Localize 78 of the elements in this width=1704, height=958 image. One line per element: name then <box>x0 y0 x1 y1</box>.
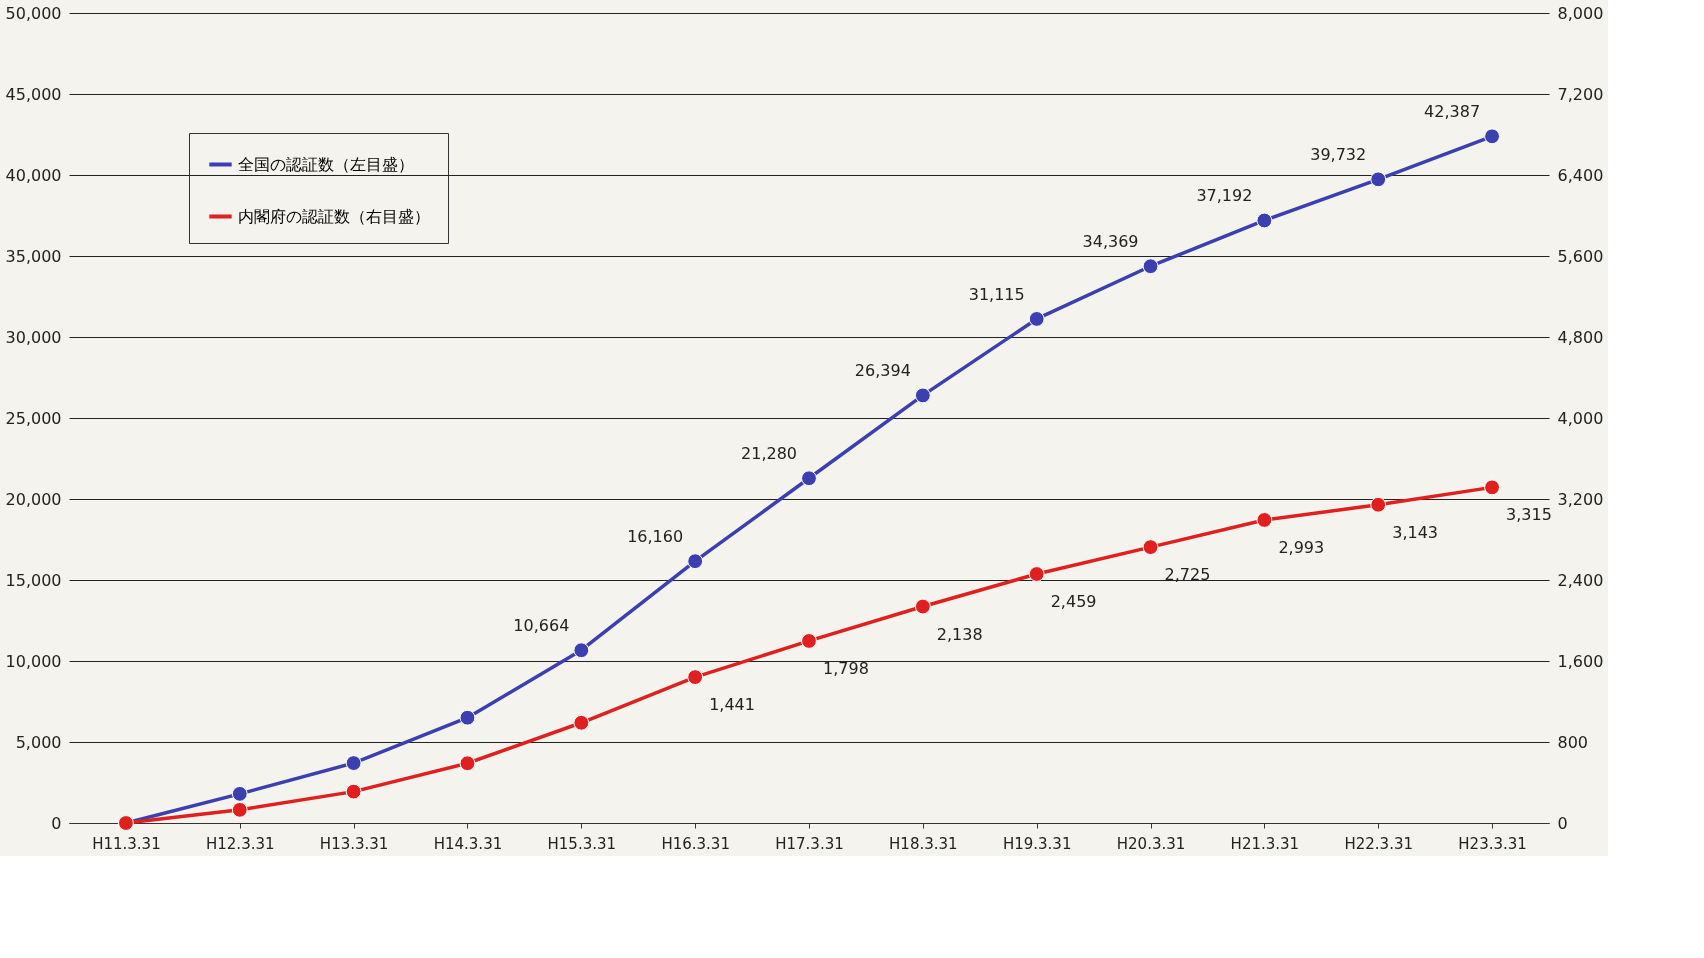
point <box>1142 539 1159 555</box>
point <box>1256 512 1273 528</box>
y2-tick-label: 5,600 <box>1557 246 1604 266</box>
y2-tick-label: 8,000 <box>1557 3 1604 23</box>
point <box>345 755 362 771</box>
data-label: 26,394 <box>854 361 911 381</box>
y2-tick-label: 1,600 <box>1557 651 1604 671</box>
data-label: 3,143 <box>1392 522 1439 542</box>
x-tick-label: H22.3.31 <box>1344 834 1413 853</box>
point <box>573 714 590 731</box>
point <box>914 387 931 404</box>
y2-tick-label: 2,400 <box>1557 570 1604 590</box>
x-tick-label: H15.3.31 <box>547 834 617 853</box>
point <box>687 553 704 570</box>
point <box>1484 128 1500 145</box>
data-label: 2,138 <box>936 624 983 644</box>
x-tick-label: H14.3.31 <box>433 834 503 853</box>
data-label: 3,315 <box>1506 505 1552 525</box>
x-tick-label: H11.3.31 <box>92 834 161 853</box>
y-tick-label: 0 <box>51 813 62 833</box>
data-label: 42,387 <box>1424 102 1481 122</box>
data-label: 37,192 <box>1196 186 1253 206</box>
y-tick-label: 35,000 <box>5 246 62 266</box>
point <box>573 642 590 659</box>
data-label: 21,280 <box>741 444 797 464</box>
x-tick-label: H23.3.31 <box>1458 834 1527 853</box>
point <box>345 783 362 800</box>
y-tick-label: 45,000 <box>5 84 62 104</box>
legend-label: 内閣府の認証数（右目盛） <box>238 206 430 226</box>
y2-tick-label: 0 <box>1557 813 1568 833</box>
x-tick-label: H18.3.31 <box>889 834 958 853</box>
data-label: 10,664 <box>513 616 570 636</box>
point <box>801 470 817 487</box>
y2-tick-label: 4,800 <box>1557 327 1604 347</box>
point <box>1142 258 1159 275</box>
y-tick-label: 15,000 <box>5 570 62 590</box>
data-label: 1,798 <box>823 658 869 678</box>
data-label: 39,732 <box>1310 145 1367 165</box>
y-tick-label: 25,000 <box>5 408 62 428</box>
point <box>687 669 704 685</box>
point <box>1370 496 1387 513</box>
point <box>231 785 248 802</box>
y-tick-label: 40,000 <box>5 165 62 185</box>
y2-tick-label: 4,000 <box>1557 408 1604 428</box>
data-label: 31,115 <box>968 284 1025 304</box>
data-label: 1,441 <box>709 695 755 715</box>
y-tick-label: 10,000 <box>5 651 62 671</box>
data-label: 2,459 <box>1050 592 1097 612</box>
point <box>459 709 476 726</box>
point <box>801 633 817 649</box>
x-tick-label: H20.3.31 <box>1116 834 1186 853</box>
y2-tick-label: 800 <box>1557 732 1589 752</box>
point <box>914 598 931 615</box>
x-tick-label: H13.3.31 <box>319 834 389 853</box>
x-tick-label: H19.3.31 <box>1002 834 1072 853</box>
y-tick-label: 5,000 <box>15 732 62 752</box>
x-tick-label: H21.3.31 <box>1230 834 1300 853</box>
x-tick-label: H12.3.31 <box>206 834 275 853</box>
x-tick-label: H16.3.31 <box>661 834 730 853</box>
point <box>1028 566 1045 582</box>
data-label: 16,160 <box>627 527 684 547</box>
data-label: 34,369 <box>1082 232 1139 252</box>
y-tick-label: 50,000 <box>5 3 62 23</box>
y2-tick-label: 3,200 <box>1557 489 1604 509</box>
legend-label: 全国の認証数（左目盛） <box>238 154 414 174</box>
y2-tick-label: 7,200 <box>1557 84 1604 104</box>
x-tick-label: H17.3.31 <box>775 834 844 853</box>
point <box>1370 171 1387 188</box>
point <box>1028 311 1045 327</box>
data-label: 2,993 <box>1278 537 1325 557</box>
point <box>459 755 476 772</box>
point <box>1256 212 1273 229</box>
y-tick-label: 30,000 <box>5 327 62 347</box>
point <box>1484 479 1500 496</box>
point <box>231 801 248 818</box>
y-tick-label: 20,000 <box>5 489 62 509</box>
data-label: 2,725 <box>1164 565 1211 585</box>
y2-tick-label: 6,400 <box>1557 165 1604 185</box>
